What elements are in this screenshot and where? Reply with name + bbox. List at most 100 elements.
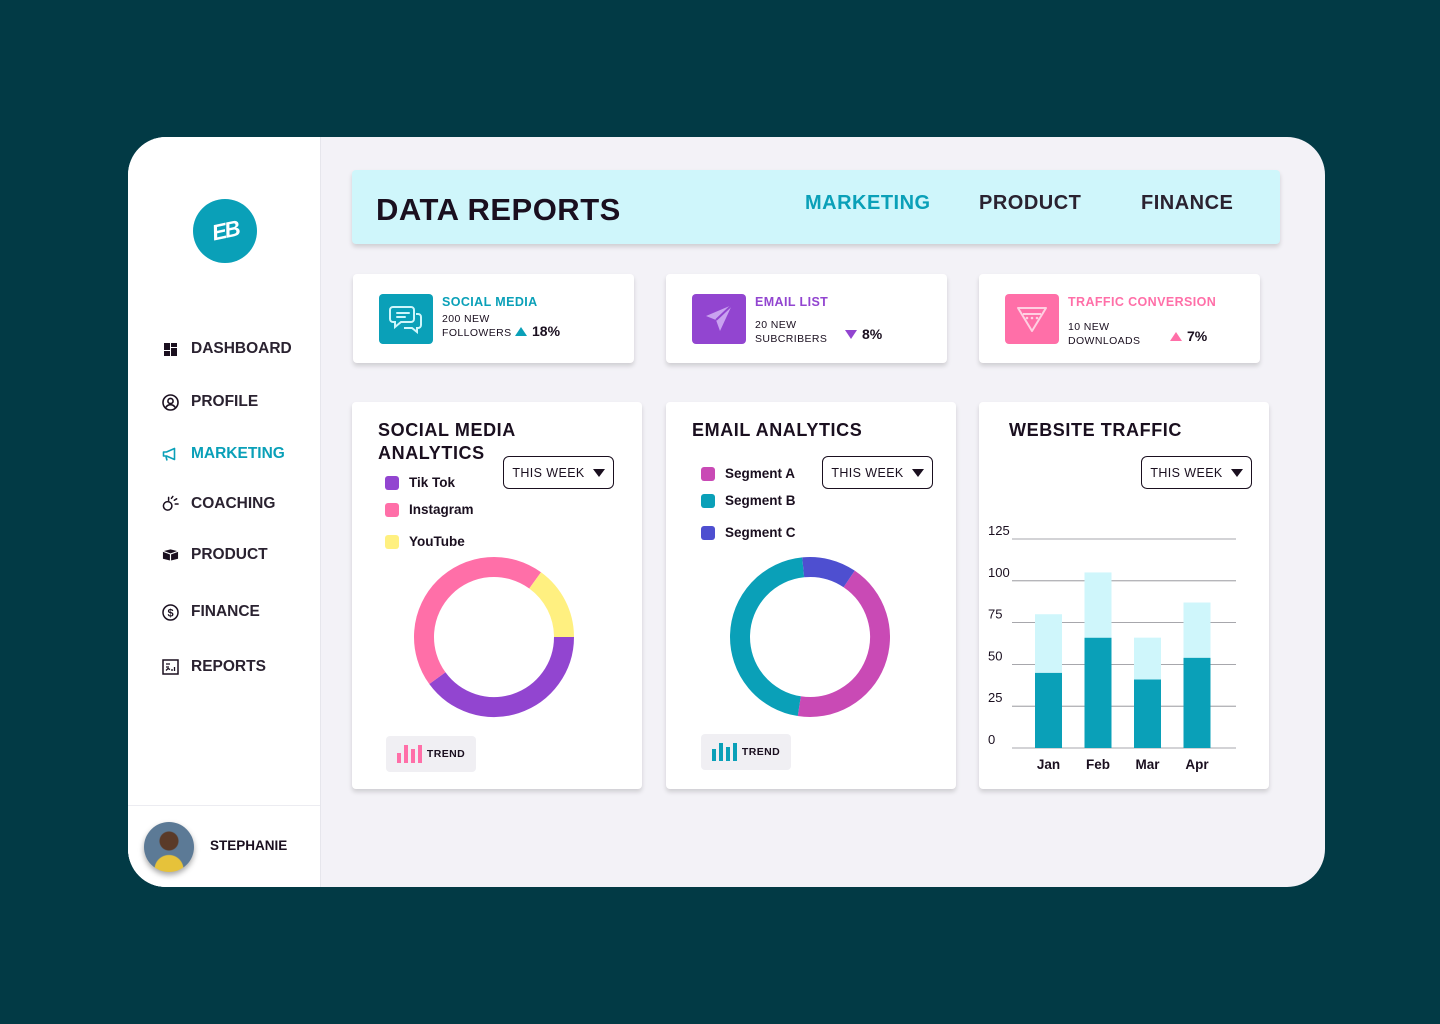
user-name: STEPHANIE bbox=[210, 838, 288, 853]
chevron-down-icon bbox=[592, 468, 605, 477]
stat-change: 8% bbox=[845, 326, 882, 342]
social-donut-chart bbox=[414, 557, 574, 717]
svg-text:$: $ bbox=[167, 607, 173, 619]
bar-mar-segment-2 bbox=[1134, 637, 1161, 680]
trend-button[interactable]: TREND bbox=[386, 736, 476, 772]
sidebar-item-product[interactable]: PRODUCT bbox=[162, 546, 268, 564]
user-profile[interactable]: STEPHANIE bbox=[128, 805, 320, 887]
tab-product[interactable]: PRODUCT bbox=[979, 192, 1082, 214]
dashboard-grid-icon bbox=[162, 341, 179, 358]
coaching-icon bbox=[162, 495, 179, 513]
email-donut-chart bbox=[730, 557, 890, 717]
bar-apr-segment-1 bbox=[1183, 657, 1211, 748]
donut-slice-youtube bbox=[528, 572, 574, 638]
legend-item: Segment A bbox=[701, 466, 795, 481]
x-tick-label: Feb bbox=[1086, 757, 1110, 772]
legend-item: Tik Tok bbox=[385, 475, 455, 490]
donut-slice-segment-a bbox=[797, 570, 890, 717]
paper-plane-icon bbox=[692, 294, 746, 344]
megaphone-icon bbox=[162, 446, 179, 463]
trend-bars-icon bbox=[711, 743, 737, 761]
sidebar-item-label: PRODUCT bbox=[191, 546, 268, 563]
brand-logo[interactable]: EB bbox=[193, 199, 257, 263]
sidebar: EB DASHBOARD PROFILE MARKETING COACHING bbox=[128, 137, 321, 887]
x-tick-label: Jan bbox=[1037, 757, 1060, 772]
donut-slice-segment-b bbox=[730, 557, 805, 717]
y-tick-label: 125 bbox=[988, 523, 1010, 538]
arrow-up-icon bbox=[1170, 331, 1182, 341]
bar-mar-segment-1 bbox=[1134, 679, 1161, 748]
card-title: WEBSITE TRAFFIC bbox=[1009, 420, 1182, 440]
stat-card-social-media[interactable]: SOCIAL MEDIA 200 NEW FOLLOWERS 18% bbox=[353, 274, 634, 363]
sidebar-item-label: MARKETING bbox=[191, 445, 285, 462]
sidebar-item-finance[interactable]: $ FINANCE bbox=[162, 603, 260, 621]
stat-change: 7% bbox=[1170, 328, 1207, 344]
period-dropdown[interactable]: THIS WEEK bbox=[1141, 456, 1252, 489]
trend-button[interactable]: TREND bbox=[701, 734, 791, 770]
stat-desc-line2: FOLLOWERS bbox=[442, 327, 512, 339]
stat-desc-line1: 200 NEW bbox=[442, 313, 490, 325]
page-header: DATA REPORTS MARKETING PRODUCT FINANCE bbox=[352, 170, 1280, 244]
card-title: SOCIAL MEDIA ANALYTICS bbox=[378, 420, 516, 463]
funnel-icon bbox=[1005, 294, 1059, 344]
sidebar-item-reports[interactable]: REPORTS bbox=[162, 658, 266, 676]
bar-jan-segment-1 bbox=[1035, 672, 1062, 748]
tab-marketing[interactable]: MARKETING bbox=[805, 192, 931, 214]
sidebar-item-dashboard[interactable]: DASHBOARD bbox=[162, 340, 292, 358]
social-media-analytics-card: SOCIAL MEDIA ANALYTICS THIS WEEK Tik Tok… bbox=[352, 402, 642, 789]
traffic-bar-chart: 0 25 50 75 100 125 Jan Feb Mar Apr bbox=[988, 523, 1236, 772]
chevron-down-icon bbox=[911, 468, 924, 477]
donut-slice-instagram bbox=[414, 557, 542, 685]
period-dropdown[interactable]: THIS WEEK bbox=[503, 456, 614, 489]
stat-desc-line2: DOWNLOADS bbox=[1068, 335, 1141, 347]
bar-apr-segment-2 bbox=[1183, 602, 1211, 658]
sidebar-item-label: COACHING bbox=[191, 495, 276, 512]
sidebar-item-label: PROFILE bbox=[191, 393, 259, 410]
sidebar-item-profile[interactable]: PROFILE bbox=[162, 393, 258, 411]
bar-feb-segment-1 bbox=[1084, 637, 1112, 748]
stat-card-email-list[interactable]: EMAIL LIST 20 NEW SUBCRIBERS 8% bbox=[666, 274, 947, 363]
user-circle-icon bbox=[162, 393, 179, 411]
stat-desc-line1: 10 NEW bbox=[1068, 321, 1110, 333]
legend-item: Segment C bbox=[701, 525, 796, 540]
chat-bubbles-icon bbox=[379, 294, 433, 344]
card-title: EMAIL ANALYTICS bbox=[692, 420, 863, 440]
stat-desc-line2: SUBCRIBERS bbox=[755, 333, 828, 345]
stat-title: EMAIL LIST bbox=[755, 295, 829, 309]
y-tick-label: 75 bbox=[988, 607, 1002, 622]
y-tick-label: 0 bbox=[988, 732, 995, 747]
stat-change: 18% bbox=[515, 323, 560, 339]
period-dropdown[interactable]: THIS WEEK bbox=[822, 456, 933, 489]
app-window: EB DASHBOARD PROFILE MARKETING COACHING bbox=[128, 137, 1325, 887]
sidebar-item-label: REPORTS bbox=[191, 658, 266, 675]
dollar-circle-icon: $ bbox=[162, 603, 179, 621]
sidebar-item-coaching[interactable]: COACHING bbox=[162, 495, 275, 513]
arrow-down-icon bbox=[845, 329, 857, 339]
y-tick-label: 50 bbox=[988, 648, 1002, 663]
box-icon bbox=[162, 547, 179, 564]
email-analytics-card: EMAIL ANALYTICS THIS WEEK Segment A Segm… bbox=[666, 402, 956, 789]
sidebar-item-marketing[interactable]: MARKETING bbox=[162, 445, 285, 463]
avatar[interactable] bbox=[144, 822, 194, 872]
page-title: DATA REPORTS bbox=[376, 192, 621, 227]
legend-item: Segment B bbox=[701, 493, 796, 508]
chevron-down-icon bbox=[1230, 468, 1243, 477]
sidebar-item-label: FINANCE bbox=[191, 603, 260, 620]
tab-finance[interactable]: FINANCE bbox=[1141, 192, 1234, 214]
stat-desc-line1: 20 NEW bbox=[755, 319, 797, 331]
sidebar-item-label: DASHBOARD bbox=[191, 340, 292, 357]
legend-item: YouTube bbox=[385, 534, 465, 549]
bar-jan-segment-2 bbox=[1035, 614, 1062, 673]
stat-title: SOCIAL MEDIA bbox=[442, 295, 538, 309]
y-tick-label: 100 bbox=[988, 565, 1010, 580]
donut-slice-tik-tok bbox=[429, 636, 574, 717]
legend-item: Instagram bbox=[385, 502, 474, 517]
arrow-up-icon bbox=[515, 326, 527, 336]
report-icon bbox=[162, 659, 179, 676]
logo-text: EB bbox=[209, 215, 241, 246]
donut-slice-segment-c bbox=[802, 557, 855, 588]
x-tick-label: Mar bbox=[1135, 757, 1160, 772]
y-tick-label: 25 bbox=[988, 690, 1002, 705]
website-traffic-card: WEBSITE TRAFFIC THIS WEEK 0 25 50 75 100 125 J… bbox=[979, 402, 1269, 789]
stat-card-traffic-conversion[interactable]: TRAFFIC CONVERSION 10 NEW DOWNLOADS 7% bbox=[979, 274, 1260, 363]
